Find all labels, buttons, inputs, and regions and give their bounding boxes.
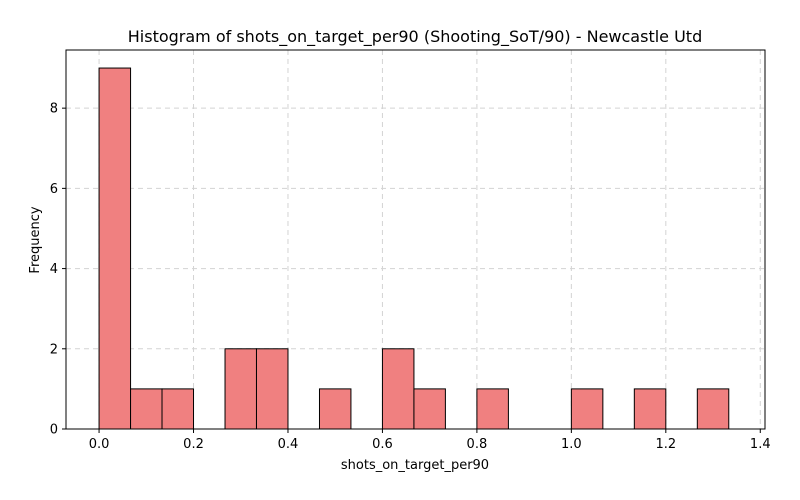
y-axis-label: Frequency: [28, 206, 43, 273]
histogram-bar: [318, 388, 352, 430]
x-tick-label: 0.6: [372, 437, 393, 452]
histogram-bar: [413, 388, 446, 430]
y-axis-ticks: 0 2 4 6 8: [50, 102, 66, 438]
histogram-bar: [255, 348, 289, 430]
y-tick-label: 0: [50, 423, 58, 438]
x-axis-label: shots_on_target_per90: [341, 458, 489, 473]
x-tick-label: 0.4: [278, 437, 299, 452]
y-tick-label: 6: [50, 182, 58, 197]
x-tick-label: 0.8: [467, 437, 488, 452]
bars-layer: [98, 67, 730, 430]
y-tick-label: 2: [50, 342, 58, 357]
grid-layer: [66, 50, 765, 430]
chart-title: Histogram of shots_on_target_per90 (Shoo…: [128, 27, 702, 47]
x-tick-label: 1.0: [561, 437, 582, 452]
histogram-bar: [476, 388, 509, 430]
x-tick-label: 0.2: [183, 437, 204, 452]
histogram-bar: [130, 388, 163, 430]
histogram-bar: [633, 388, 667, 430]
histogram-bar: [570, 388, 604, 430]
histogram-bar: [98, 67, 132, 430]
histogram-bar: [381, 348, 415, 430]
x-axis-ticks: 0.0 0.2 0.4 0.6 0.8 1.0 1.2 1.4: [89, 429, 771, 452]
histogram-bar: [161, 388, 195, 430]
x-tick-label: 1.4: [750, 437, 771, 452]
y-tick-label: 8: [50, 102, 58, 117]
x-tick-label: 0.0: [89, 437, 110, 452]
x-tick-label: 1.2: [655, 437, 676, 452]
y-tick-label: 4: [50, 262, 58, 277]
plot-frame: [65, 49, 766, 430]
histogram-bar: [224, 348, 257, 430]
histogram-bar: [696, 388, 730, 430]
